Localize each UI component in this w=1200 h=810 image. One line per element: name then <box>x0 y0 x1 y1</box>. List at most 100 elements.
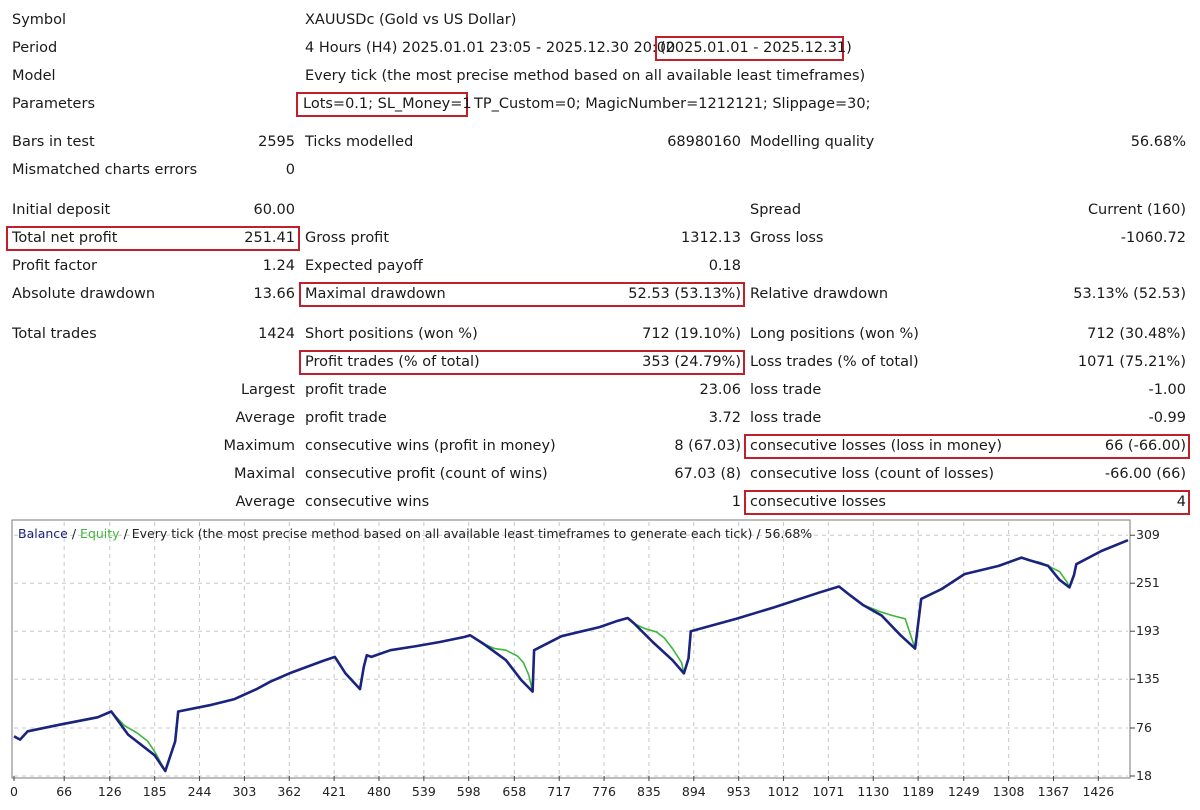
avg-cons-wins-value: 1 <box>731 494 741 510</box>
equity-drawdown-segment <box>110 710 167 772</box>
legend-rest: / Every tick (the most precise method ba… <box>124 526 813 541</box>
x-tick-label: 1189 <box>902 784 934 799</box>
total-trades-value: 1424 <box>258 326 295 342</box>
largest-loss-value: -1.00 <box>1148 382 1186 398</box>
equity-drawdown-segment <box>634 623 685 674</box>
profit-trades-highlight <box>299 350 745 375</box>
x-tick-label: 1308 <box>993 784 1025 799</box>
deposit-label: Initial deposit <box>12 202 111 218</box>
bars-label: Bars in test <box>12 134 95 150</box>
model-label: Model <box>12 68 56 84</box>
maximal-label: Maximal <box>233 466 295 482</box>
gross-loss-value: -1060.72 <box>1120 230 1186 246</box>
net-profit-value: 251.41 <box>244 230 295 246</box>
y-tick-label: 135 <box>1136 671 1160 686</box>
profit-trades-label: Profit trades (% of total) <box>305 354 480 370</box>
gross-profit-value: 1312.13 <box>681 230 741 246</box>
max-drawdown-highlight <box>299 282 745 307</box>
chart-legend: Balance / Equity / Every tick (the most … <box>18 526 812 541</box>
long-positions-label: Long positions (won %) <box>750 326 919 342</box>
rel-drawdown-value: 53.13% (52.53) <box>1073 286 1186 302</box>
loss-trades-label: Loss trades (% of total) <box>750 354 919 370</box>
maximal-profit-value: 67.03 (8) <box>674 466 741 482</box>
x-tick-label: 244 <box>188 784 212 799</box>
max-cons-wins-value: 8 (67.03) <box>674 438 741 454</box>
average-profit-value: 3.72 <box>708 410 741 426</box>
ticks-value: 68980160 <box>667 134 741 150</box>
x-tick-label: 776 <box>592 784 616 799</box>
mismatch-label: Mismatched charts errors <box>12 162 198 178</box>
x-tick-label: 0 <box>10 784 18 799</box>
equity-drawdown-segment <box>862 603 916 649</box>
x-tick-label: 303 <box>232 784 256 799</box>
quality-label: Modelling quality <box>750 134 875 150</box>
x-tick-label: 539 <box>412 784 436 799</box>
max-cons-losses-value: 66 (-66.00) <box>1104 438 1186 454</box>
balance-equity-chart: 18 76 135 193 251 309 0 66 126 185 244 303 362 421 48… <box>10 519 1160 799</box>
x-tick-label: 835 <box>637 784 661 799</box>
maximal-profit-label: consecutive profit (count of wins) <box>305 466 548 482</box>
bars-value: 2595 <box>258 134 295 150</box>
x-tick-label: 717 <box>547 784 571 799</box>
total-trades-label: Total trades <box>12 326 97 342</box>
y-tick-label: 193 <box>1136 623 1160 638</box>
largest-label: Largest <box>240 382 295 398</box>
abs-drawdown-value: 13.66 <box>253 286 295 302</box>
x-tick-label: 953 <box>727 784 751 799</box>
net-profit-highlight <box>6 226 300 251</box>
avg-cons-losses-highlight <box>744 490 1190 515</box>
average-profit-label: profit trade <box>305 410 387 426</box>
parameters-highlight: Lots=0.1; SL_Money=1 <box>303 96 472 112</box>
x-tick-label: 1367 <box>1038 784 1070 799</box>
deposit-value: 60.00 <box>253 202 295 218</box>
legend-sep: / <box>72 526 77 541</box>
quality-value: 56.68% <box>1130 134 1186 150</box>
x-tick-label: 1012 <box>768 784 800 799</box>
equity-drawdown-segment <box>482 642 534 692</box>
ticks-label: Ticks modelled <box>305 134 414 150</box>
short-positions-value: 712 (19.10%) <box>642 326 741 342</box>
average-loss-value: -0.99 <box>1148 410 1186 426</box>
y-tick-label: 251 <box>1136 575 1160 590</box>
parameters-label: Parameters <box>12 96 95 112</box>
long-positions-value: 712 (30.48%) <box>1087 326 1186 342</box>
y-tick-label: 18 <box>1136 768 1152 783</box>
gross-profit-label: Gross profit <box>305 230 390 246</box>
chart-grid <box>14 522 1128 777</box>
maximum-label: Maximum <box>223 438 295 454</box>
max-cons-losses-label: consecutive losses (loss in money) <box>750 438 1003 454</box>
rel-drawdown-label: Relative drawdown <box>750 286 889 302</box>
x-tick-label: 66 <box>56 784 72 799</box>
y-axis-ticks: 18 76 135 193 251 309 <box>1130 527 1160 783</box>
loss-trades-value: 1071 (75.21%) <box>1077 354 1186 370</box>
profit-trades-value: 353 (24.79%) <box>642 354 741 370</box>
symbol-value: XAUUSDc (Gold vs US Dollar) <box>305 12 517 28</box>
spread-value: Current (160) <box>1087 202 1186 218</box>
max-drawdown-label: Maximal drawdown <box>305 286 446 302</box>
x-tick-label: 421 <box>322 784 346 799</box>
average-label: Average <box>235 410 295 426</box>
x-tick-label: 598 <box>457 784 481 799</box>
x-tick-label: 894 <box>682 784 706 799</box>
avg-cons-losses-value: 4 <box>1176 494 1186 510</box>
largest-profit-value: 23.06 <box>699 382 741 398</box>
x-tick-label: 658 <box>502 784 526 799</box>
x-tick-label: 1071 <box>812 784 844 799</box>
max-cons-wins-label: consecutive wins (profit in money) <box>305 438 556 454</box>
x-tick-label: 185 <box>143 784 167 799</box>
period-label: Period <box>12 40 58 56</box>
profit-factor-label: Profit factor <box>12 258 97 274</box>
short-positions-label: Short positions (won %) <box>305 326 478 342</box>
symbol-label: Symbol <box>12 12 67 28</box>
max-cons-losses-highlight <box>744 434 1190 459</box>
x-tick-label: 1130 <box>857 784 889 799</box>
net-profit-label: Total net profit <box>12 230 118 246</box>
avg-cons-wins-label: consecutive wins <box>305 494 430 510</box>
x-tick-label: 362 <box>277 784 301 799</box>
x-tick-label: 126 <box>98 784 122 799</box>
legend-balance: Balance <box>18 526 68 541</box>
period-range-highlight <box>655 36 844 61</box>
abs-drawdown-label: Absolute drawdown <box>12 286 156 302</box>
avg-cons-label: Average <box>235 494 295 510</box>
model-value: Every tick (the most precise method base… <box>305 68 866 84</box>
